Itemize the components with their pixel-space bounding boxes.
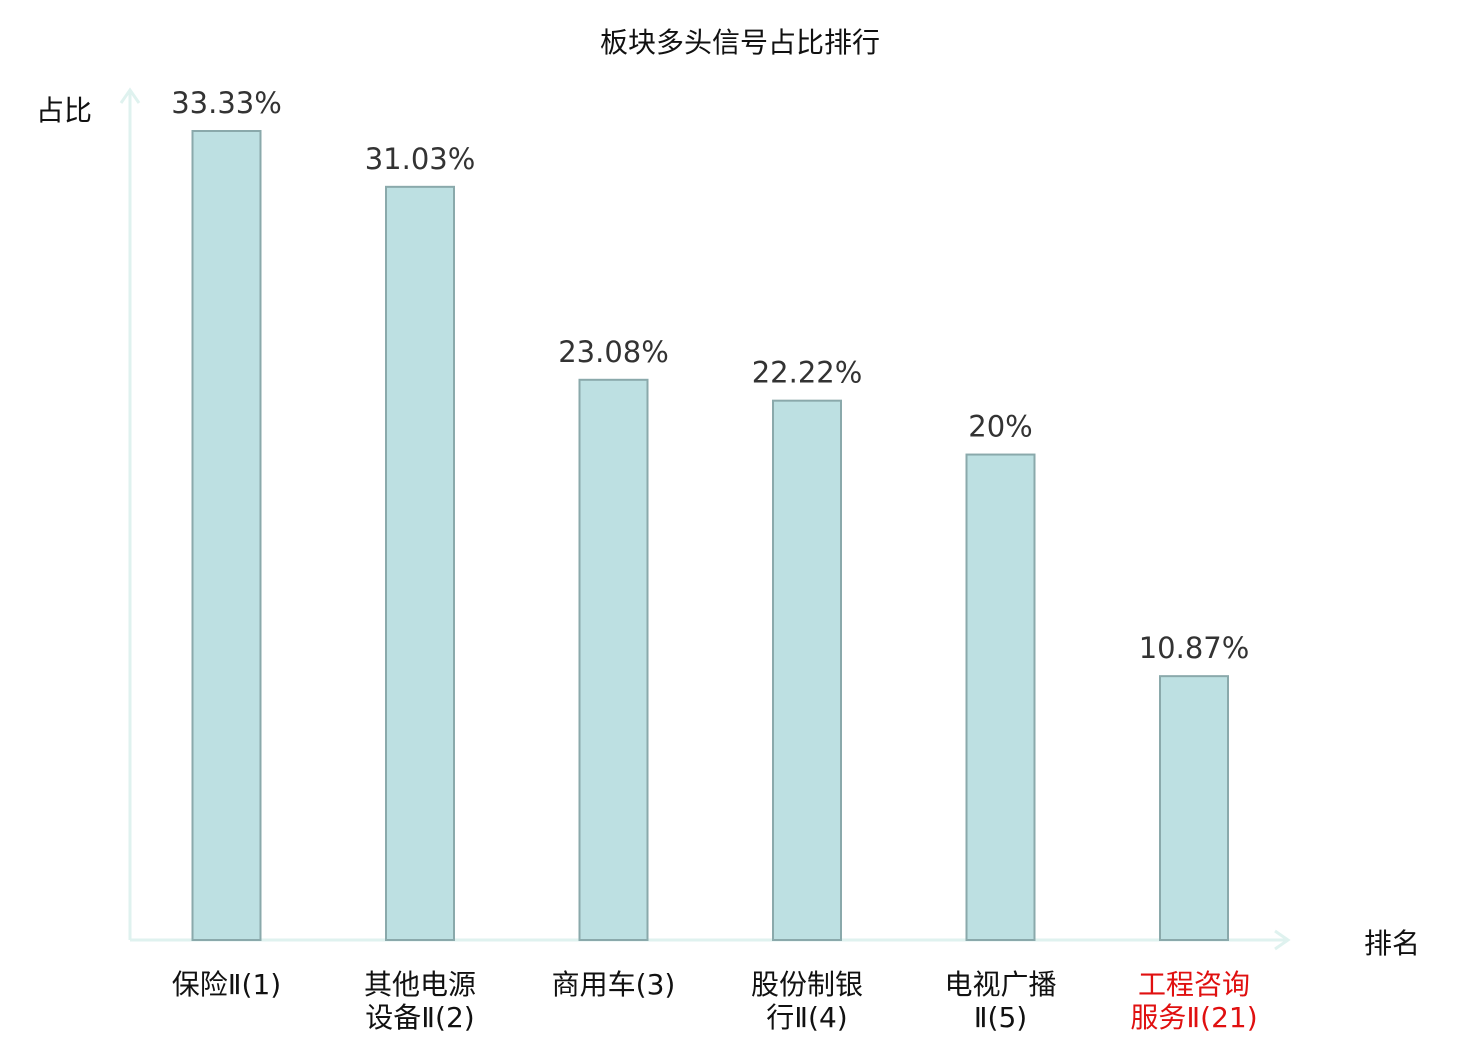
- bars-group: [191, 130, 1229, 942]
- bar-value-label: 22.22%: [752, 356, 863, 390]
- category-label: 工程咨询: [1138, 968, 1250, 1001]
- x-axis-label: 排名: [1364, 927, 1420, 960]
- y-axis-arrow: [119, 87, 141, 104]
- bar-value-label: 23.08%: [558, 335, 669, 369]
- bar-value-label: 31.03%: [365, 142, 476, 176]
- category-label: Ⅱ(5): [974, 1001, 1027, 1034]
- bar: [385, 185, 455, 941]
- category-label: 电视广播: [944, 968, 1056, 1001]
- category-label: 商用车(3): [552, 968, 676, 1001]
- bar-value-label: 33.33%: [171, 86, 282, 120]
- category-label: 设备Ⅱ(2): [365, 1001, 474, 1034]
- y-axis-label: 占比: [36, 94, 92, 127]
- bar-value-label: 20%: [968, 410, 1032, 444]
- category-label: 保险Ⅱ(1): [172, 968, 281, 1001]
- bar: [1159, 675, 1229, 941]
- category-label: 其他电源: [364, 968, 476, 1001]
- bar-value-label: 10.87%: [1139, 631, 1250, 665]
- category-label: 行Ⅱ(4): [766, 1001, 847, 1034]
- axes: [119, 87, 1291, 951]
- category-label: 股份制银: [751, 968, 863, 1001]
- chart-title: 板块多头信号占比排行: [600, 26, 880, 59]
- bar: [191, 130, 262, 941]
- category-label: 服务Ⅱ(21): [1130, 1001, 1257, 1034]
- x-axis-arrow: [1274, 929, 1291, 951]
- bar: [578, 378, 649, 942]
- value-labels-group: 33.33% 31.03% 23.08% 22.22% 20% 10.87%: [171, 86, 1249, 665]
- bar: [965, 453, 1036, 941]
- bar: [772, 399, 842, 941]
